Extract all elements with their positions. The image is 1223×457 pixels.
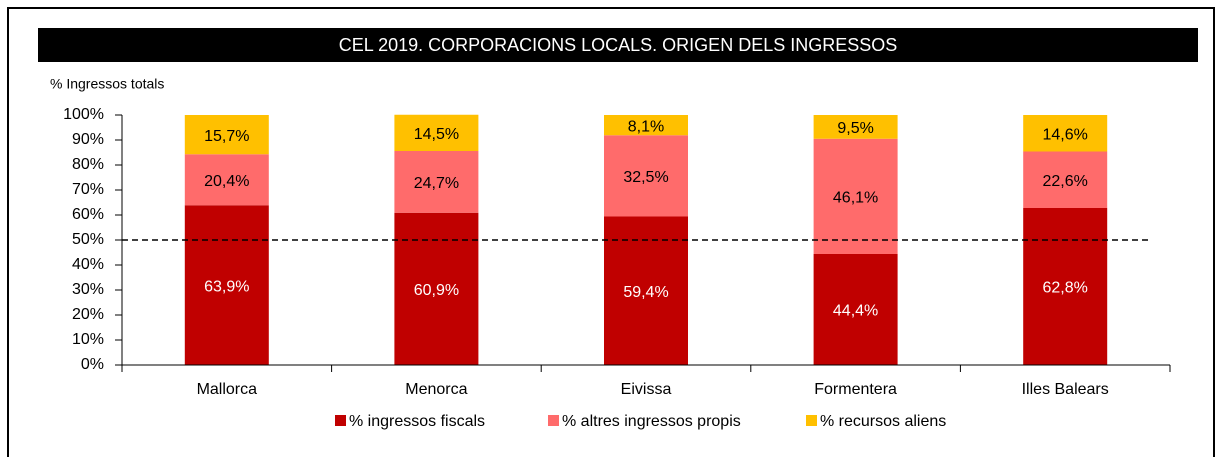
y-tick-label: 0% <box>81 356 104 373</box>
bar-segment <box>394 114 479 151</box>
bar-segment <box>1023 208 1108 365</box>
bar-segment <box>1023 151 1108 208</box>
value-label: 14,5% <box>414 126 459 143</box>
x-tick-label: Illes Balears <box>1022 381 1109 398</box>
x-tick-label: Menorca <box>405 381 467 398</box>
bar-segment <box>813 254 898 365</box>
value-label: 8,1% <box>628 118 664 135</box>
value-label: 14,6% <box>1043 126 1088 143</box>
value-label: 44,4% <box>833 303 878 320</box>
y-tick-label: 50% <box>72 231 104 248</box>
value-label: 15,7% <box>204 128 249 145</box>
value-label: 60,9% <box>414 282 459 299</box>
frame <box>7 7 1215 457</box>
bar-segment <box>604 135 688 217</box>
title-bar <box>38 28 1198 62</box>
bar-segment <box>1023 115 1108 152</box>
y-tick-label: 10% <box>72 331 104 348</box>
y-axis-label: % Ingressos totals <box>50 76 164 92</box>
bar-segment <box>184 115 269 155</box>
bar-segment <box>813 138 898 254</box>
y-tick-label: 70% <box>72 181 104 198</box>
y-tick-label: 60% <box>72 206 104 223</box>
x-tick-label: Eivissa <box>621 381 672 398</box>
value-label: 46,1% <box>833 190 878 207</box>
bar-segment <box>394 151 479 213</box>
y-tick-label: 80% <box>72 156 104 173</box>
bar-segment <box>394 212 479 365</box>
legend-label: % altres ingressos propis <box>562 413 741 430</box>
legend-label: % ingressos fiscals <box>349 413 485 430</box>
bar-segment <box>184 205 269 365</box>
y-tick-label: 40% <box>72 256 104 273</box>
legend-swatch <box>806 415 817 426</box>
value-label: 62,8% <box>1043 280 1088 297</box>
value-label: 32,5% <box>623 169 668 186</box>
value-label: 63,9% <box>204 278 249 295</box>
bar-segment <box>813 115 898 139</box>
bar-segment <box>604 115 688 136</box>
value-label: 20,4% <box>204 173 249 190</box>
value-label: 59,4% <box>623 284 668 301</box>
bar-segment <box>604 216 688 365</box>
legend-swatch <box>335 415 346 426</box>
legend-swatch <box>548 415 559 426</box>
y-tick-label: 90% <box>72 131 104 148</box>
y-tick-label: 30% <box>72 281 104 298</box>
value-label: 9,5% <box>837 120 873 137</box>
x-tick-label: Formentera <box>814 381 897 398</box>
y-tick-label: 20% <box>72 306 104 323</box>
value-label: 24,7% <box>414 175 459 192</box>
y-tick-label: 100% <box>63 106 104 123</box>
bar-segment <box>184 154 269 206</box>
chart-title: CEL 2019. CORPORACIONS LOCALS. ORIGEN DE… <box>339 35 898 55</box>
legend-label: % recursos aliens <box>820 413 946 430</box>
value-label: 22,6% <box>1043 173 1088 190</box>
x-tick-label: Mallorca <box>197 381 258 398</box>
